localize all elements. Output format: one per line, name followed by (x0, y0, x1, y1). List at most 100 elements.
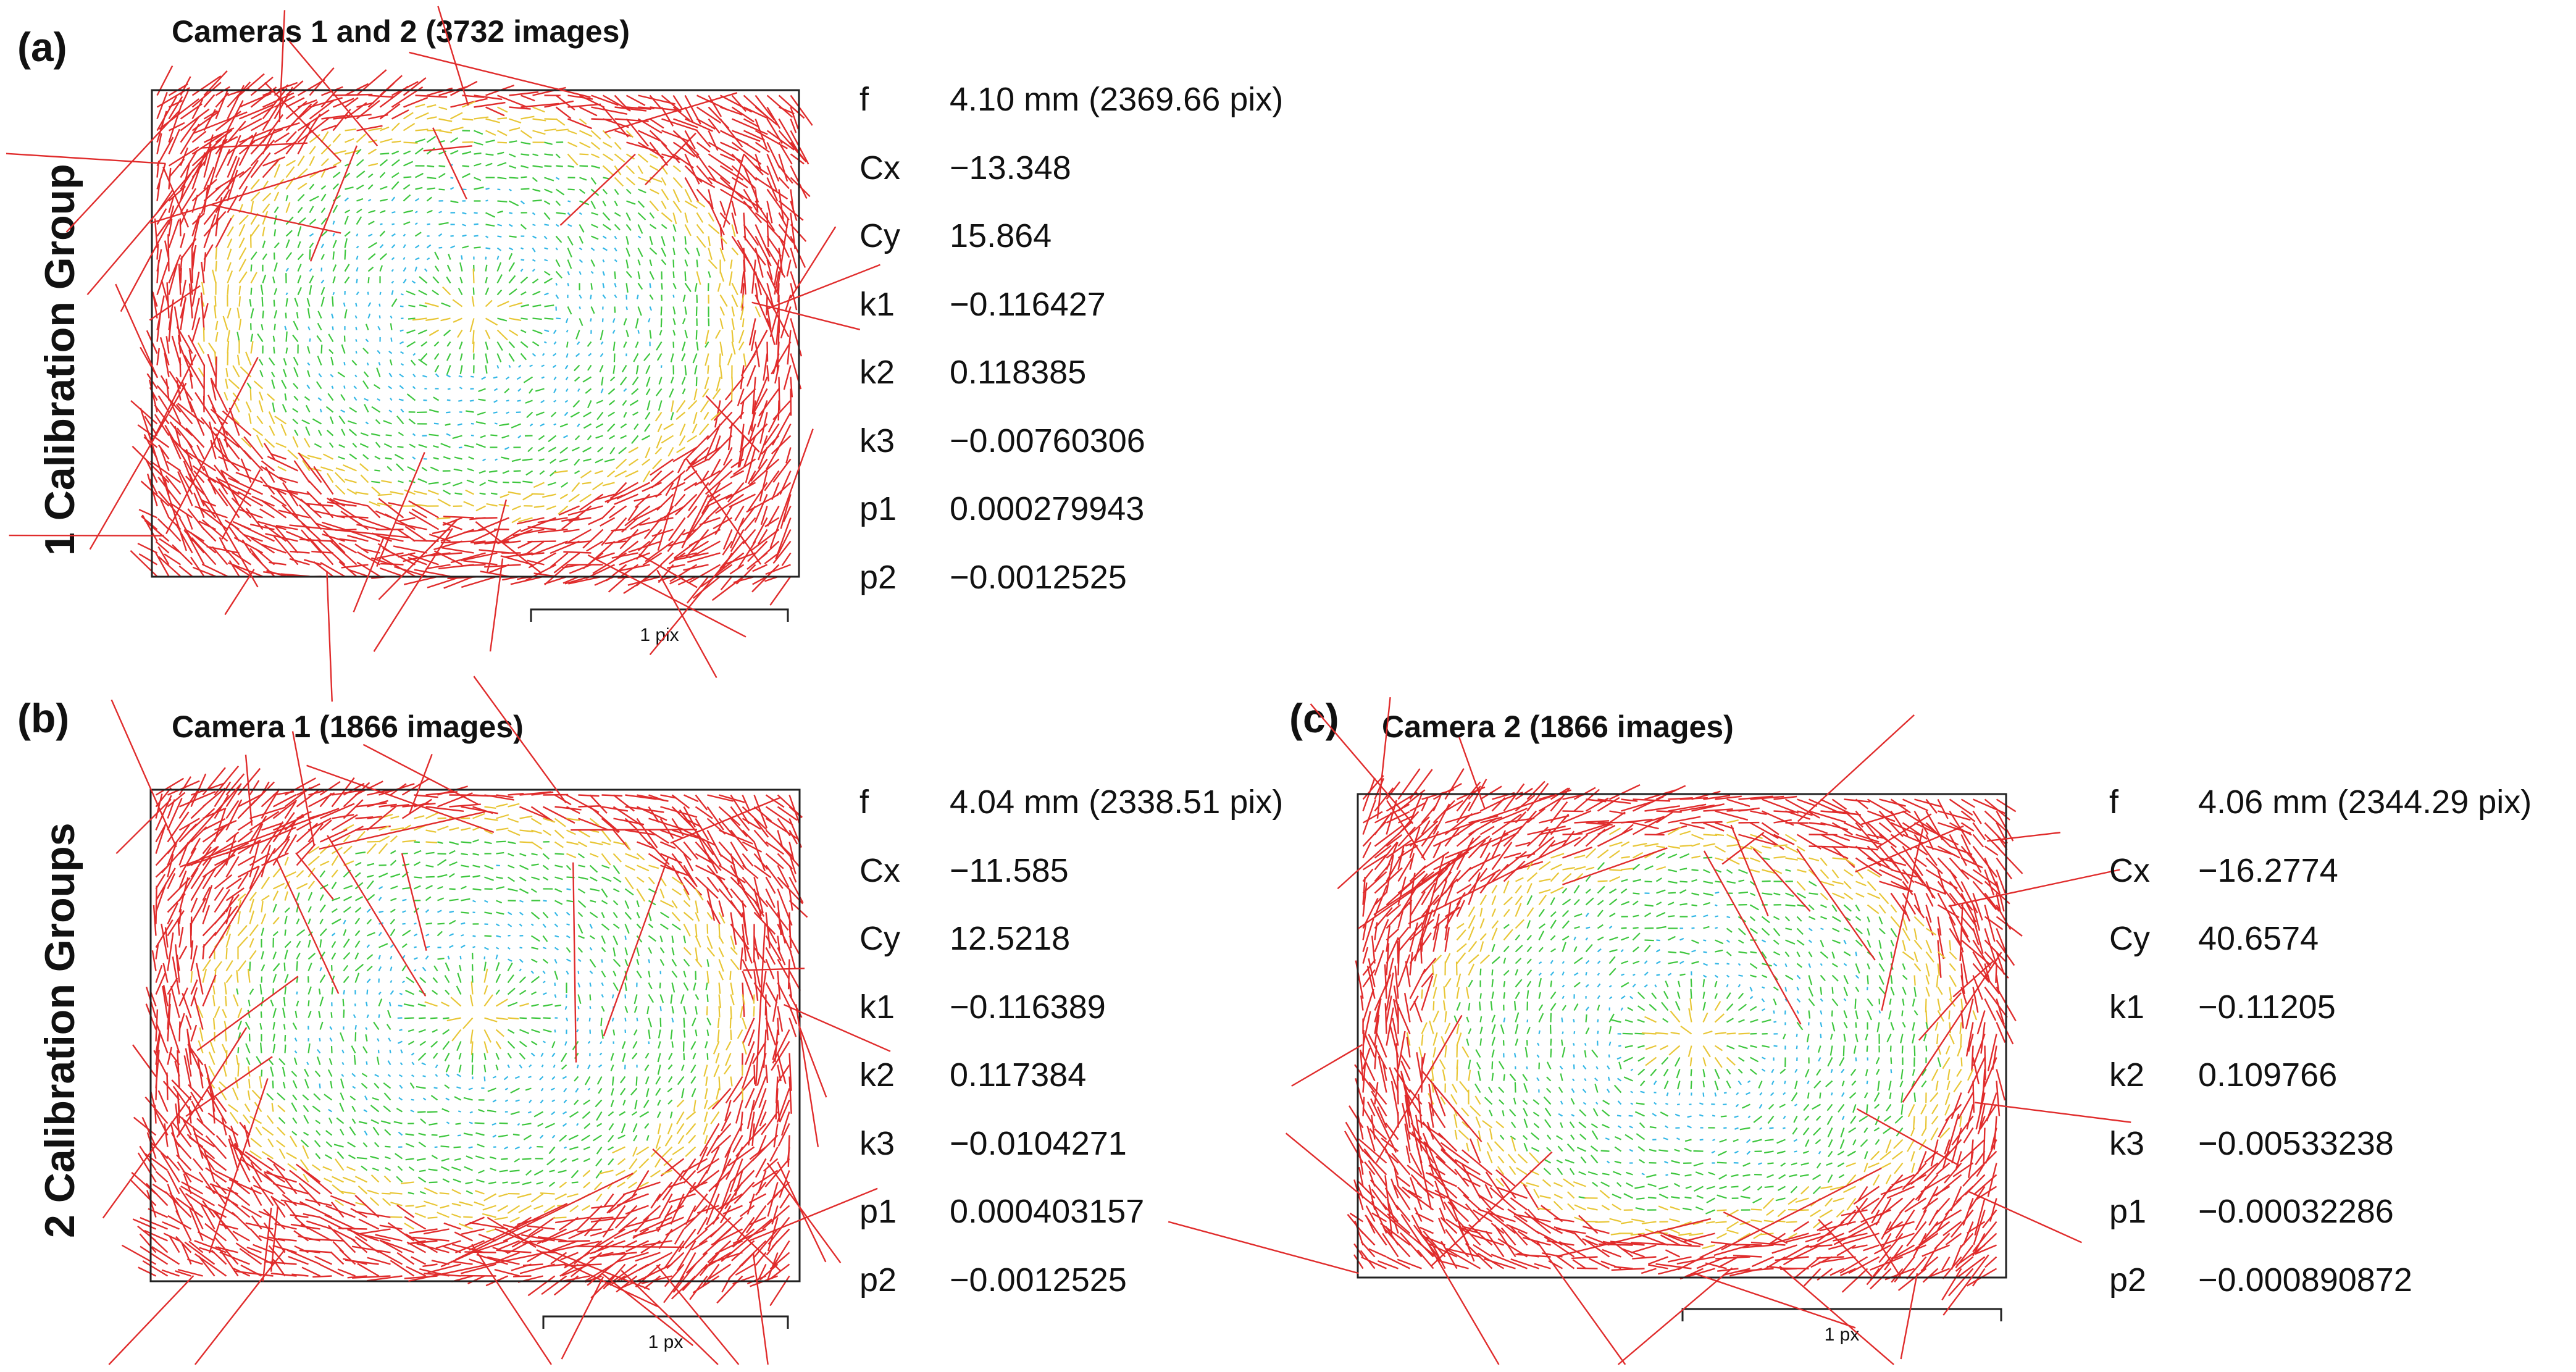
residual-vector (474, 141, 483, 146)
residual-vector (484, 947, 489, 950)
residual-vector (444, 1084, 450, 1089)
residual-vector (596, 1076, 603, 1085)
residual-vector (329, 1037, 333, 1042)
residual-vector (377, 1050, 380, 1053)
residual-vector (328, 442, 334, 448)
residual-vector (413, 969, 417, 972)
residual-vector (453, 1146, 461, 1148)
residual-vector (272, 1182, 309, 1195)
residual-vector (554, 994, 557, 998)
residual-vector (590, 188, 600, 196)
residual-vector (508, 365, 511, 368)
residual-vector (274, 229, 277, 236)
residual-vector (379, 172, 386, 178)
residual-vector (224, 1021, 227, 1030)
residual-vector (645, 1088, 650, 1097)
residual-vector (364, 398, 369, 401)
residual-vector (261, 913, 267, 924)
residual-vector (614, 247, 617, 252)
residual-vector (485, 106, 505, 117)
residual-vector (427, 165, 435, 168)
residual-vector (730, 935, 736, 950)
residual-vector (589, 794, 608, 814)
residual-vector (644, 423, 651, 432)
residual-vector (1785, 857, 1798, 861)
residual-vector (1655, 811, 1673, 824)
residual-vector (378, 922, 383, 925)
residual-vector (587, 400, 592, 409)
residual-vector (590, 841, 603, 845)
residual-vector (700, 564, 733, 588)
residual-vector (567, 103, 601, 108)
residual-vector (331, 987, 334, 995)
residual-vector (245, 351, 252, 366)
residual-vector (642, 482, 662, 492)
residual-vector (613, 947, 616, 957)
residual-vector (637, 271, 641, 280)
residual-vector (1597, 849, 1609, 859)
residual-vector (740, 353, 756, 377)
residual-vector (755, 212, 769, 224)
residual-vector (778, 165, 793, 184)
residual-vector (608, 388, 616, 395)
residual-vector (344, 249, 346, 260)
residual-vector (403, 209, 414, 214)
residual-vector (725, 1053, 732, 1066)
residual-vector (431, 1260, 450, 1265)
residual-vector (639, 1111, 650, 1118)
residual-vector (318, 988, 321, 995)
residual-vector (721, 1111, 732, 1132)
residual-vector (227, 238, 233, 248)
residual-vector (508, 1002, 518, 1007)
residual-vector (753, 947, 766, 964)
residual-vector (683, 923, 691, 937)
residual-vector (319, 408, 322, 412)
residual-vector (765, 959, 775, 980)
residual-vector (284, 325, 287, 330)
residual-vector (1715, 857, 1724, 861)
residual-vector (496, 289, 503, 296)
residual-vector (374, 1142, 380, 1148)
residual-vector (737, 1029, 743, 1039)
residual-vector (589, 994, 592, 1001)
residual-vector (366, 1061, 368, 1065)
residual-vector (711, 575, 745, 601)
residual-vector (585, 1263, 614, 1282)
residual-vector (523, 1134, 532, 1140)
residual-vector (559, 446, 569, 454)
residual-vector (715, 1053, 720, 1064)
residual-vector (401, 798, 432, 819)
residual-vector (655, 1087, 661, 1096)
residual-vector (632, 1147, 638, 1157)
residual-vector (609, 435, 616, 440)
residual-vector (425, 829, 437, 833)
residual-vector (672, 446, 698, 462)
residual-vector (790, 153, 805, 165)
residual-vector (453, 317, 462, 323)
residual-vector (584, 1076, 591, 1085)
residual-vector (285, 195, 288, 201)
residual-vector (649, 94, 661, 109)
residual-vector (483, 1193, 497, 1202)
residual-vector (669, 1111, 673, 1119)
residual-vector (566, 958, 571, 962)
residual-vector (167, 910, 185, 937)
residual-vector (414, 569, 451, 577)
residual-vector (765, 864, 784, 889)
residual-vector (614, 153, 625, 163)
residual-vector (138, 1266, 157, 1277)
residual-vector (433, 341, 440, 347)
residual-vector (297, 217, 306, 225)
residual-vector (648, 959, 650, 964)
residual-vector (309, 206, 314, 214)
residual-vector (284, 1044, 286, 1053)
residual-vector (1526, 808, 1546, 824)
residual-vector (608, 411, 616, 417)
residual-vector (530, 841, 543, 850)
residual-vector (457, 329, 463, 338)
residual-vector (539, 1076, 544, 1081)
residual-vector (356, 267, 359, 272)
residual-vector (296, 892, 300, 901)
residual-vector (671, 876, 684, 886)
residual-vector (399, 305, 404, 307)
